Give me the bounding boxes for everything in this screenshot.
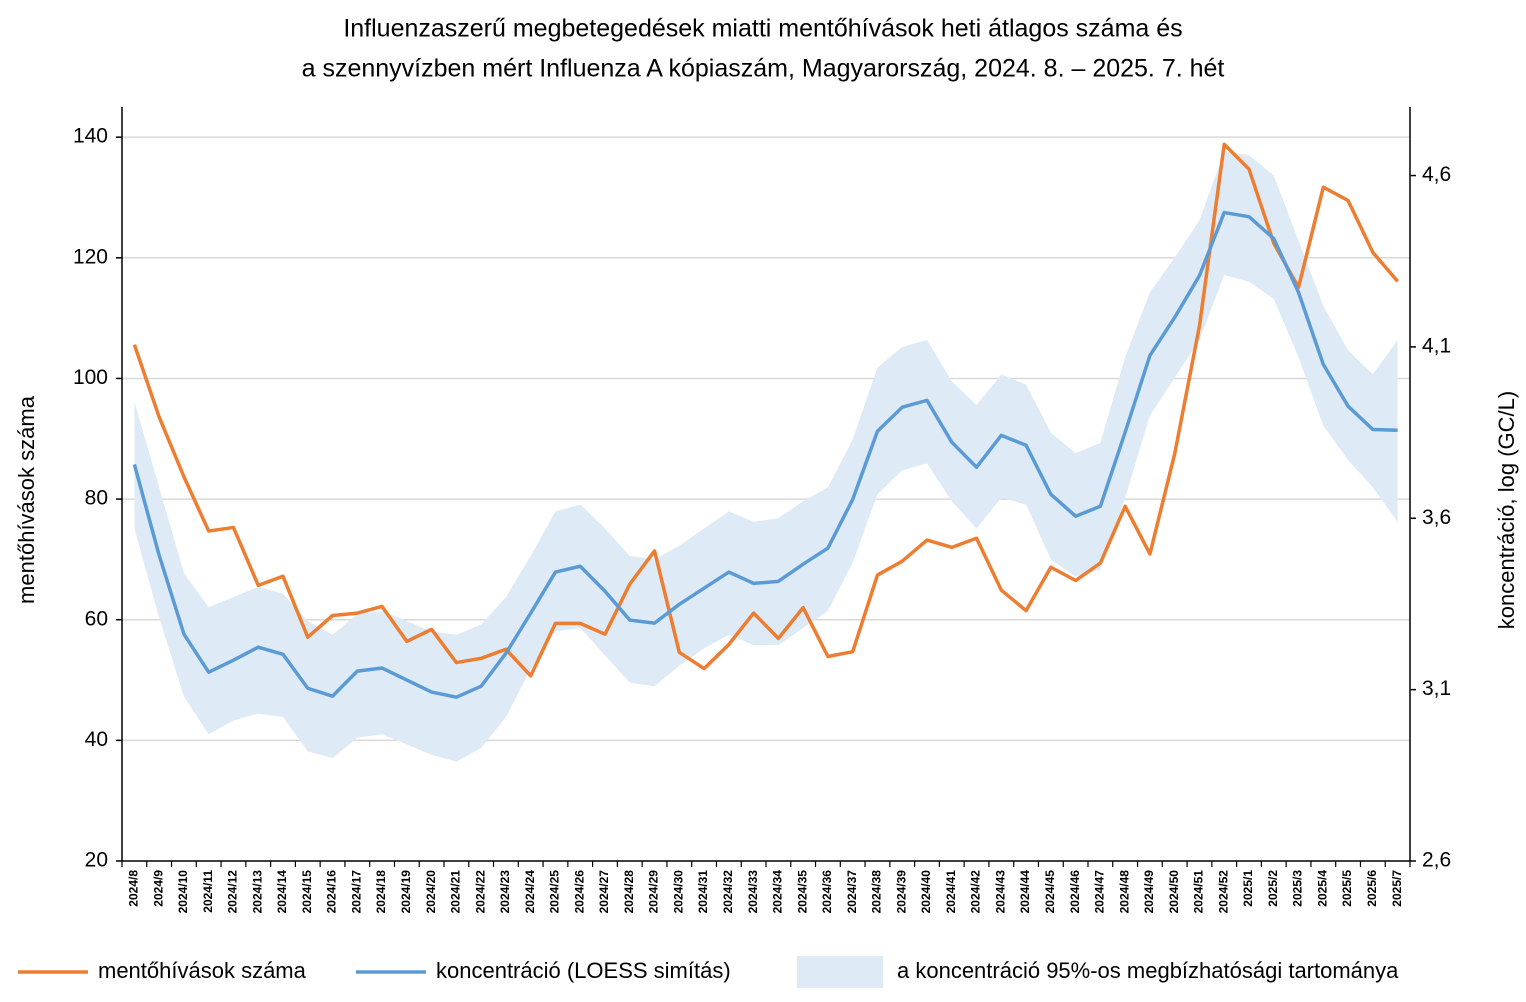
y-tick-label: 60 [85, 607, 108, 630]
x-tick-label: 2024/28 [622, 870, 636, 914]
legend-label: koncentráció (LOESS simítás) [436, 958, 731, 983]
x-tick-label: 2024/21 [449, 870, 463, 914]
x-tick-label: 2024/13 [250, 870, 264, 914]
x-tick-label: 2024/11 [201, 870, 215, 913]
x-tick-label: 2024/48 [1117, 870, 1131, 914]
x-tick-label: 2024/37 [845, 870, 859, 914]
x-tick-label: 2024/40 [919, 870, 933, 914]
y2-tick-label: 4,6 [1422, 163, 1451, 186]
x-tick-label: 2024/17 [349, 870, 363, 914]
x-tick-label: 2024/51 [1192, 870, 1206, 914]
x-tick-label: 2024/34 [771, 870, 785, 914]
x-tick-label: 2025/4 [1315, 870, 1329, 907]
y-tick-label: 100 [73, 366, 108, 389]
x-tick-label: 2024/8 [127, 870, 141, 907]
x-tick-label: 2024/47 [1093, 870, 1107, 914]
y-axis-label: mentőhívások száma [14, 395, 39, 604]
x-tick-label: 2024/38 [870, 870, 884, 914]
x-tick-label: 2024/50 [1167, 870, 1181, 914]
y-tick-label: 80 [85, 487, 108, 510]
x-tick-label: 2024/25 [548, 870, 562, 914]
x-tick-label: 2024/41 [944, 870, 958, 914]
y2-tick-label: 3,6 [1422, 506, 1451, 529]
x-tick-label: 2024/42 [969, 870, 983, 914]
legend-label: a koncentráció 95%-os megbízhatósági tar… [897, 958, 1399, 983]
x-tick-label: 2025/7 [1390, 870, 1404, 907]
x-tick-label: 2024/18 [374, 870, 388, 914]
x-tick-label: 2024/46 [1068, 870, 1082, 914]
x-tick-label: 2024/35 [795, 870, 809, 914]
y2-tick-label: 4,1 [1422, 334, 1451, 357]
x-tick-label: 2024/33 [746, 870, 760, 914]
x-tick-label: 2024/43 [993, 870, 1007, 914]
y-tick-label: 40 [85, 728, 108, 751]
y2-tick-label: 3,1 [1422, 677, 1451, 700]
confidence-band [134, 151, 1398, 762]
x-tick-label: 2024/16 [325, 870, 339, 914]
x-tick-label: 2024/20 [424, 870, 438, 914]
x-tick-label: 2025/5 [1340, 870, 1354, 907]
chart-title: a szennyvízben mért Influenza A kópiaszá… [302, 55, 1225, 83]
y-tick-label: 140 [73, 125, 108, 148]
x-tick-label: 2025/3 [1291, 870, 1305, 907]
x-tick-label: 2024/49 [1142, 870, 1156, 914]
x-tick-label: 2024/29 [647, 870, 661, 914]
y2-axis-label: koncentráció, log (GC/L) [1494, 391, 1519, 629]
x-tick-label: 2024/31 [696, 870, 710, 914]
x-tick-label: 2024/19 [399, 870, 413, 914]
x-tick-label: 2025/1 [1241, 870, 1255, 907]
y2-tick-label: 2,6 [1422, 849, 1451, 872]
x-tick-label: 2024/14 [275, 870, 289, 914]
x-tick-label: 2024/45 [1043, 870, 1057, 914]
x-tick-label: 2024/32 [721, 870, 735, 914]
x-tick-label: 2024/26 [572, 870, 586, 914]
x-tick-label: 2024/52 [1216, 870, 1230, 914]
data-line [132, 142, 1399, 678]
x-tick-label: 2025/6 [1365, 870, 1379, 907]
legend-label: mentőhívások száma [98, 958, 307, 983]
x-tick-label: 2024/15 [300, 870, 314, 914]
x-tick-label: 2025/2 [1266, 870, 1280, 907]
chart-title: Influenzaszerű megbetegedések miatti men… [343, 15, 1182, 43]
x-tick-label: 2024/27 [597, 870, 611, 914]
legend-swatch [797, 956, 883, 988]
x-tick-label: 2024/44 [1018, 870, 1032, 914]
x-tick-label: 2024/22 [473, 870, 487, 914]
x-tick-label: 2024/23 [498, 870, 512, 914]
x-tick-label: 2024/9 [151, 870, 165, 907]
x-tick-label: 2024/10 [176, 870, 190, 914]
y-tick-label: 20 [85, 849, 108, 872]
x-tick-label: 2024/30 [671, 870, 685, 914]
x-tick-label: 2024/12 [226, 870, 240, 914]
x-tick-label: 2024/36 [820, 870, 834, 914]
y-tick-label: 120 [73, 245, 108, 268]
x-tick-label: 2024/24 [523, 870, 537, 914]
data-line [132, 210, 1398, 699]
x-tick-label: 2024/39 [894, 870, 908, 914]
